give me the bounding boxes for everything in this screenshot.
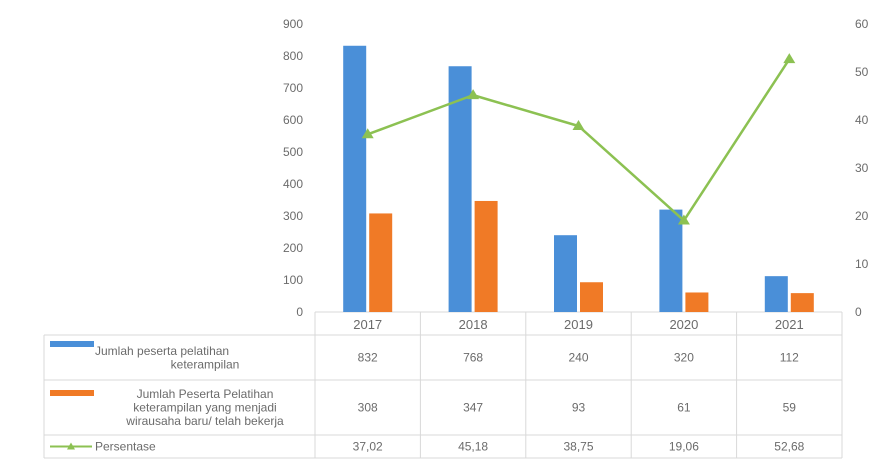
- y-left-tick-label: 300: [283, 209, 303, 223]
- y-right-tick-label: 40: [855, 113, 869, 127]
- x-category-label: 2018: [459, 317, 488, 332]
- bar-series-1: [659, 209, 683, 312]
- triangle-marker: [572, 120, 585, 130]
- x-category-label: 2020: [669, 317, 698, 332]
- legend-label-line: Persentase: [95, 440, 156, 454]
- y-right-tick-label: 10: [855, 257, 869, 271]
- line-series-persentase: [367, 58, 791, 222]
- bar-series-2: [580, 282, 603, 312]
- table-cell-value: 308: [358, 401, 378, 415]
- y-left-tick-label: 600: [283, 113, 303, 127]
- bar-series-1: [554, 235, 577, 312]
- y-left-tick-label: 400: [283, 177, 303, 191]
- bar-series-1: [448, 66, 472, 313]
- y-left-tick-label: 900: [283, 17, 303, 31]
- y-left-tick-label: 100: [283, 273, 303, 287]
- table-cell-value: 37,02: [353, 440, 383, 454]
- table-cell-value: 93: [572, 401, 586, 415]
- y-right-tick-label: 20: [855, 209, 869, 223]
- triangle-marker: [361, 128, 374, 139]
- y-left-tick-label: 800: [283, 49, 303, 63]
- bar-series-2: [369, 213, 393, 312]
- x-category-label: 2019: [564, 317, 593, 332]
- bar-series-1: [764, 276, 788, 312]
- y-right-tick-label: 60: [855, 17, 869, 31]
- legend-label-line: keterampilan yang menjadi: [133, 401, 276, 415]
- y-right-tick-label: 30: [855, 161, 869, 175]
- table-cell-value: 320: [674, 351, 694, 365]
- table-cell-value: 768: [463, 351, 483, 365]
- table-cell-value: 59: [783, 401, 797, 415]
- legend-key-triangle: [67, 442, 75, 450]
- table-cell-value: 38,75: [563, 440, 593, 454]
- legend-key-bar: [50, 390, 94, 396]
- triangle-marker: [467, 89, 480, 100]
- legend-key-bar: [50, 341, 94, 347]
- table-cell-value: 52,68: [774, 440, 804, 454]
- y-left-tick-label: 200: [283, 241, 303, 255]
- bar-series-2: [790, 293, 814, 312]
- triangle-marker: [783, 53, 796, 64]
- bar-series-1: [343, 45, 367, 312]
- table-cell-value: 347: [463, 401, 483, 415]
- y-left-tick-label: 500: [283, 145, 303, 159]
- x-category-label: 2021: [775, 317, 804, 332]
- y-right-tick-label: 0: [855, 305, 862, 319]
- y-right-tick-label: 50: [855, 65, 869, 79]
- table-cell-value: 240: [568, 351, 588, 365]
- table-cell-value: 112: [780, 351, 799, 365]
- triangle-marker: [677, 214, 690, 225]
- table-cell-value: 45,18: [458, 440, 488, 454]
- bar-series-2: [474, 200, 498, 312]
- legend-label-line: wirausaha baru/ telah bekerja: [125, 414, 284, 428]
- table-cell-value: 832: [358, 351, 378, 365]
- y-left-tick-label: 0: [296, 305, 303, 319]
- legend-label-line: Jumlah peserta pelatihan: [95, 344, 229, 358]
- legend-label-line: keterampilan: [171, 357, 240, 371]
- table-cell-value: 19,06: [669, 440, 699, 454]
- legend-label-line: Jumlah Peserta Pelatihan: [137, 387, 274, 401]
- bar-series-2: [685, 292, 709, 312]
- table-cell-value: 61: [677, 401, 691, 415]
- x-category-label: 2017: [353, 317, 382, 332]
- y-left-tick-label: 700: [283, 81, 303, 95]
